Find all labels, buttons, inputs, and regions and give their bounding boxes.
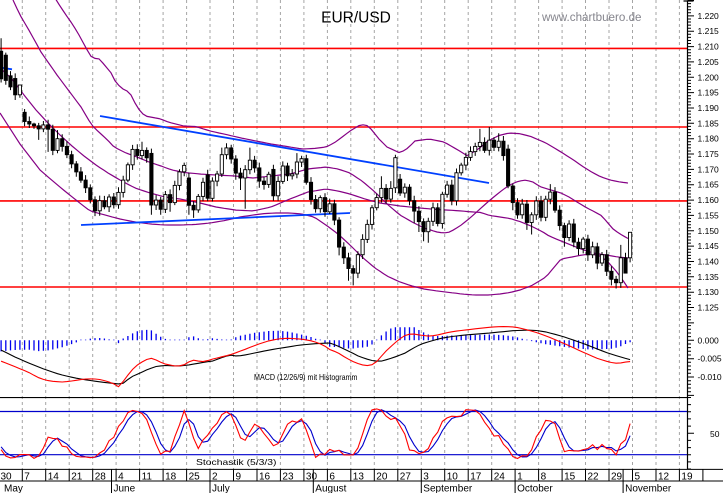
svg-text:1.150: 1.150 [698, 226, 720, 236]
svg-text:14: 14 [48, 472, 60, 483]
svg-text:1.215: 1.215 [698, 26, 720, 36]
svg-text:-0.005: -0.005 [698, 354, 722, 364]
svg-text:3: 3 [423, 472, 429, 483]
svg-text:25: 25 [189, 472, 201, 483]
svg-text:1.185: 1.185 [698, 118, 720, 128]
svg-text:1.165: 1.165 [698, 180, 720, 190]
svg-text:1.210: 1.210 [698, 42, 720, 52]
svg-text:1.205: 1.205 [698, 57, 720, 67]
svg-text:21: 21 [71, 472, 83, 483]
svg-text:November: November [625, 484, 672, 494]
svg-text:October: October [517, 484, 553, 494]
svg-text:16: 16 [259, 472, 271, 483]
svg-text:24: 24 [494, 472, 506, 483]
svg-text:15: 15 [564, 472, 576, 483]
svg-text:2: 2 [212, 472, 218, 483]
svg-text:11: 11 [142, 472, 153, 483]
svg-text:17: 17 [470, 472, 482, 483]
svg-text:1.220: 1.220 [698, 11, 720, 21]
svg-text:1.145: 1.145 [698, 241, 720, 251]
svg-text:June: June [114, 484, 136, 494]
svg-text:7: 7 [24, 472, 30, 483]
svg-text:1.180: 1.180 [698, 134, 720, 144]
svg-text:28: 28 [95, 472, 107, 483]
svg-text:5: 5 [635, 472, 641, 483]
svg-text:July: July [212, 484, 230, 494]
svg-text:13: 13 [353, 472, 365, 483]
svg-text:www.chartbuero.de: www.chartbuero.de [541, 10, 642, 24]
svg-text:1.130: 1.130 [698, 287, 720, 297]
svg-text:1.160: 1.160 [698, 195, 720, 205]
svg-text:29: 29 [611, 472, 623, 483]
svg-text:12: 12 [658, 472, 670, 483]
svg-text:10: 10 [447, 472, 459, 483]
svg-text:1.140: 1.140 [698, 257, 720, 267]
svg-text:-0.010: -0.010 [698, 372, 722, 382]
svg-text:1.175: 1.175 [698, 149, 720, 159]
svg-text:1.125: 1.125 [698, 303, 720, 313]
svg-text:4: 4 [118, 472, 124, 483]
svg-text:0.000: 0.000 [698, 335, 720, 345]
svg-text:1.155: 1.155 [698, 210, 720, 220]
svg-text:30: 30 [306, 472, 318, 483]
svg-text:50: 50 [710, 429, 720, 439]
svg-text:May: May [4, 484, 23, 494]
svg-text:18: 18 [165, 472, 177, 483]
svg-text:8: 8 [541, 472, 547, 483]
svg-text:9: 9 [236, 472, 242, 483]
svg-text:1.195: 1.195 [698, 88, 720, 98]
svg-text:27: 27 [400, 472, 412, 483]
svg-text:1.170: 1.170 [698, 164, 720, 174]
svg-text:20: 20 [376, 472, 388, 483]
svg-text:23: 23 [282, 472, 294, 483]
svg-text:22: 22 [588, 472, 600, 483]
svg-text:1: 1 [517, 472, 523, 483]
svg-text:1.135: 1.135 [698, 272, 720, 282]
svg-text:August: August [315, 484, 346, 494]
svg-text:Stochastik (5/3/3): Stochastik (5/3/3) [196, 457, 277, 467]
svg-text:September: September [423, 484, 473, 494]
svg-text:1.190: 1.190 [698, 103, 720, 113]
svg-text:19: 19 [681, 472, 693, 483]
svg-text:1.200: 1.200 [698, 72, 720, 82]
svg-text:30: 30 [1, 472, 13, 483]
svg-text:6: 6 [329, 472, 335, 483]
svg-text:MACD (12/26/9) mit Histogramm: MACD (12/26/9) mit Histogramm [254, 372, 358, 382]
svg-text:EUR/USD: EUR/USD [321, 10, 391, 27]
